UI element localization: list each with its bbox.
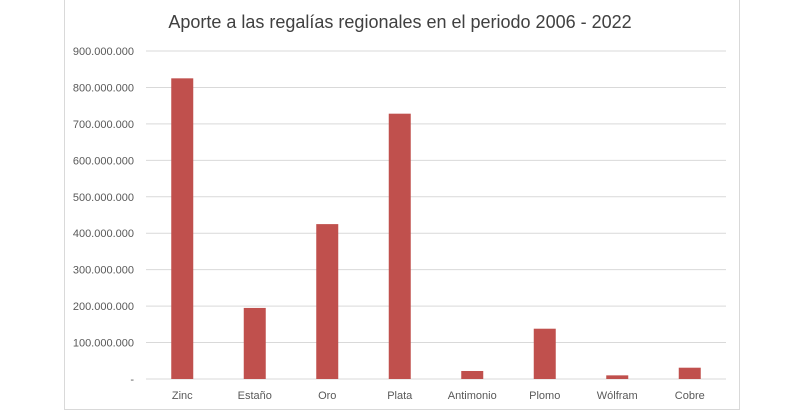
x-tick-label: Wólfram — [597, 390, 638, 402]
bar-plata — [388, 113, 411, 379]
y-tick-label: 200.000.000 — [73, 301, 134, 313]
bar-plomo — [533, 328, 556, 379]
x-tick-label: Estaño — [238, 390, 272, 402]
y-tick-label: 400.000.000 — [73, 228, 134, 240]
bar-oro — [316, 224, 339, 379]
x-tick-label: Antimonio — [448, 390, 497, 402]
bar-estaño — [243, 307, 266, 379]
x-tick-label: Plata — [387, 390, 413, 402]
bar-zinc — [171, 78, 194, 379]
chart-frame — [64, 0, 740, 410]
y-tick-label: 300.000.000 — [73, 265, 134, 277]
x-axis-ticks: Zinc Estaño Oro Plata Antimonio Plomo Wólfram C… — [172, 390, 705, 402]
y-tick-label: 800.000.000 — [73, 82, 134, 94]
x-tick-label: Plomo — [529, 390, 560, 402]
x-tick-label: Zinc — [172, 390, 193, 402]
gridlines — [146, 50, 726, 380]
chart-title: Aporte a las regalías regionales en el p… — [168, 12, 632, 32]
y-axis-ticks: - 100.000.000 200.000.000 300.000.000 400.00… — [73, 46, 135, 386]
bars — [171, 78, 701, 379]
y-tick-label: 500.000.000 — [73, 192, 134, 204]
bar-cobre — [678, 367, 701, 379]
y-tick-label: 900.000.000 — [73, 46, 134, 58]
y-tick-label: 100.000.000 — [73, 338, 134, 350]
bar-antimonio — [461, 370, 484, 379]
x-tick-label: Cobre — [675, 390, 705, 402]
y-tick-label: - — [130, 374, 134, 386]
x-tick-label: Oro — [318, 390, 336, 402]
bar-wólfram — [606, 375, 629, 379]
y-tick-label: 700.000.000 — [73, 119, 134, 131]
y-tick-label: 600.000.000 — [73, 155, 134, 167]
